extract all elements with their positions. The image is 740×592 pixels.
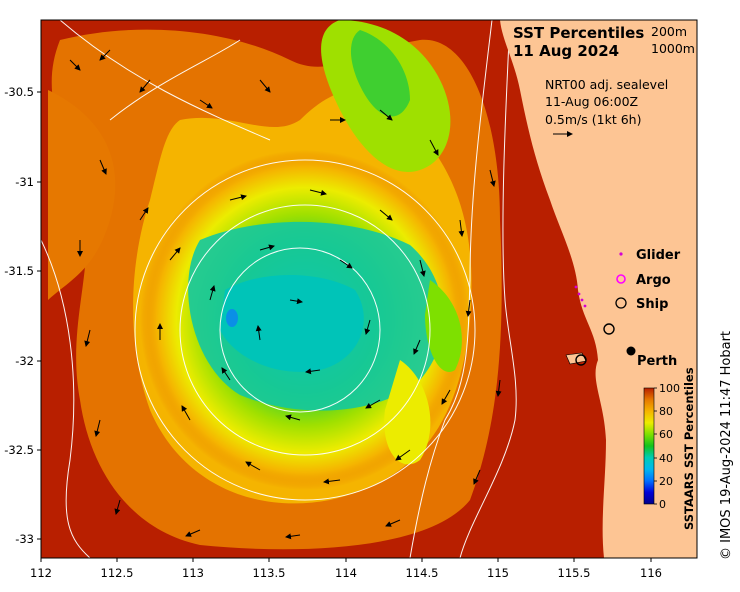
y-tick-label: -33 <box>15 532 34 546</box>
colorbar-ticks <box>654 387 657 505</box>
colorbar-tick-label: 100 <box>659 382 680 395</box>
eddy-center <box>220 275 364 372</box>
x-tick-label: 113.5 <box>253 566 286 580</box>
current-source: NRT00 adj. sealevel <box>545 77 668 92</box>
glider-legend-icon <box>619 252 623 256</box>
northern-green-core <box>350 30 410 117</box>
colorbar-tick-label: 20 <box>659 475 673 488</box>
x-tick-label: 114 <box>335 566 357 580</box>
glider-track <box>574 285 587 308</box>
credit-text: © IMOS 19-Aug-2024 11:47 Hobart <box>719 331 734 560</box>
x-tick-label: 114.5 <box>406 566 439 580</box>
colorbar-title: SSTAARS SST Percentiles <box>682 367 696 530</box>
y-tick-label: -32 <box>15 354 34 368</box>
colorbar-tick-label: 0 <box>659 498 666 511</box>
current-vectors <box>69 49 502 540</box>
y-tick-label: -30.5 <box>4 85 34 99</box>
colorbar-tick-label: 40 <box>659 452 673 465</box>
colorbar-tick-label: 60 <box>659 428 673 441</box>
current-time: 11-Aug 06:00Z <box>545 94 638 109</box>
x-axis-labels: 112 112.5 113 113.5 114 114.5 115 115.5 … <box>30 566 662 580</box>
map-title: SST Percentiles <box>513 24 644 42</box>
plot-frame <box>40 19 698 559</box>
east-green-patch <box>425 280 462 372</box>
ship-position <box>603 323 615 335</box>
perth-marker <box>626 346 636 356</box>
x-tick-label: 115 <box>487 566 509 580</box>
y-tick-label: -32.5 <box>4 443 34 457</box>
x-tick-label: 112.5 <box>101 566 134 580</box>
argo-legend-icon <box>616 274 626 284</box>
perth-label: Perth <box>637 354 677 369</box>
x-tick-label: 116 <box>640 566 662 580</box>
y-axis-labels: -30.5 -31 -31.5 -32 -32.5 -33 <box>4 85 34 546</box>
colorbar-tick-label: 80 <box>659 405 673 418</box>
axis-tick-marks <box>37 91 652 562</box>
colorbar-labels: 100 80 60 40 20 0 <box>659 382 680 511</box>
bathymetry-contours <box>41 20 517 558</box>
west-orange-patch <box>48 90 116 300</box>
contour-label-200m: 200m <box>651 24 687 39</box>
ship-label: Ship <box>636 297 668 312</box>
argo-label: Argo <box>636 273 671 288</box>
x-tick-label: 112 <box>30 566 52 580</box>
glider-label: Glider <box>636 248 681 263</box>
ship-legend-icon <box>615 297 627 309</box>
y-tick-label: -31.5 <box>4 264 34 278</box>
map-date: 11 Aug 2024 <box>513 42 619 60</box>
y-tick-label: -31 <box>15 175 34 189</box>
contour-label-1000m: 1000m <box>651 41 695 56</box>
current-scale: 0.5m/s (1kt 6h) <box>545 112 641 127</box>
blue-spot <box>226 309 238 327</box>
x-tick-label: 115.5 <box>558 566 591 580</box>
south-yellow-patch <box>384 360 431 465</box>
ship-position-2 <box>575 354 587 366</box>
x-tick-label: 113 <box>182 566 204 580</box>
colorbar <box>643 387 655 505</box>
